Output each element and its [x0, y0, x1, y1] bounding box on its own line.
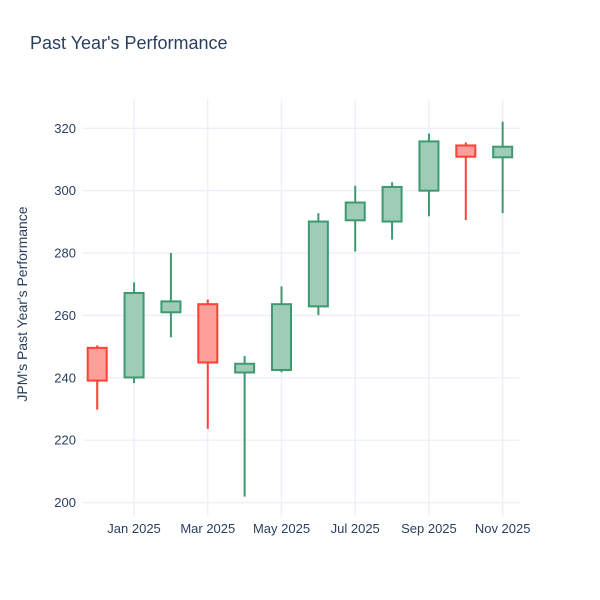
candle-body	[307, 220, 329, 308]
y-tick-label: 240	[54, 370, 76, 385]
y-tick-label: 320	[54, 121, 76, 136]
candle-body	[160, 300, 182, 314]
candle-body	[381, 185, 403, 223]
x-tick-label: May 2025	[253, 521, 310, 536]
candle-sep-2025[interactable]	[418, 133, 440, 217]
candle-feb-2025[interactable]	[160, 253, 182, 338]
candle-aug-2025[interactable]	[381, 182, 403, 240]
candle-body	[271, 303, 292, 371]
candle-body	[418, 140, 440, 192]
candle-body	[86, 346, 108, 382]
candle-body	[123, 291, 145, 379]
x-tick-label: Sep 2025	[401, 521, 457, 536]
y-tick-label: 300	[54, 183, 76, 198]
candle-oct-2025[interactable]	[455, 142, 477, 220]
y-axis-title: JPM's Past Year's Performance	[14, 206, 30, 402]
x-tick-label: Jan 2025	[107, 521, 161, 536]
candle-jun-2025[interactable]	[307, 213, 329, 316]
y-tick-label: 280	[54, 246, 76, 261]
candle-mar-2025[interactable]	[197, 299, 219, 429]
y-tick-label: 200	[54, 495, 76, 510]
candle-body	[234, 362, 256, 374]
candle-jul-2025[interactable]	[344, 185, 366, 252]
y-tick-label: 260	[54, 308, 76, 323]
chart-title: Past Year's Performance	[30, 33, 228, 53]
candle-body	[344, 201, 366, 222]
candle-nov-2025[interactable]	[492, 121, 514, 214]
candle-jan-2025[interactable]	[123, 282, 145, 384]
x-tick-label: Nov 2025	[475, 521, 531, 536]
x-tick-label: Jul 2025	[331, 521, 380, 536]
candle-apr-2025[interactable]	[234, 355, 256, 497]
candle-may-2025[interactable]	[271, 286, 292, 373]
candle-dec-2024[interactable]	[86, 345, 108, 410]
candle-body	[197, 303, 219, 364]
y-tick-label: 220	[54, 433, 76, 448]
candle-body	[455, 144, 477, 158]
x-tick-label: Mar 2025	[180, 521, 235, 536]
candle-body	[492, 145, 514, 159]
